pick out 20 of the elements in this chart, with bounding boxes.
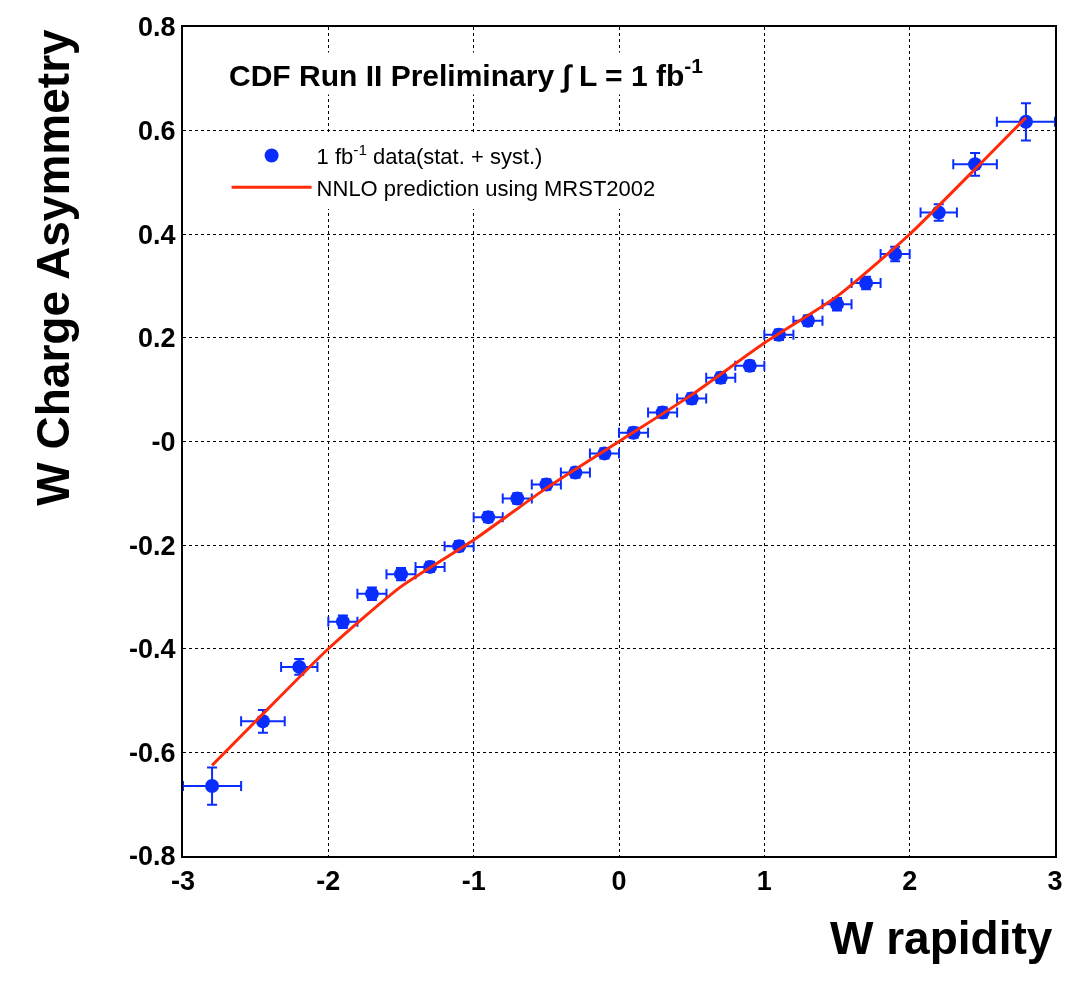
- y-tick-label: 0.8: [138, 12, 176, 43]
- y-axis-title: W Charge Asymmetry: [26, 28, 79, 506]
- legend-label: NNLO prediction using MRST2002: [316, 175, 656, 201]
- x-tick-label: -1: [461, 866, 486, 897]
- x-tick-label: 0: [611, 866, 627, 897]
- x-tick-label: -2: [316, 866, 341, 897]
- point: [205, 779, 220, 794]
- y-tick-label: -0: [151, 426, 176, 457]
- annotation: CDF Run II Preliminary ∫ L = 1 fb$^{-1}$: [229, 54, 704, 93]
- y-tick-label: -0.2: [129, 530, 176, 561]
- y-tick-label: 0.6: [138, 116, 176, 147]
- y-tick-label: 0.4: [138, 219, 176, 250]
- x-tick-label: 1: [756, 866, 772, 897]
- y-tick-label: -0.4: [129, 634, 176, 665]
- x-tick-label: 3: [1047, 866, 1063, 897]
- x-tick-label: 2: [902, 866, 918, 897]
- y-tick-label: -0.6: [129, 737, 176, 768]
- legend-label: 1 fb$^{-1}$ data(stat. + syst.): [316, 140, 543, 170]
- x-axis-title: W rapidity: [830, 912, 1053, 964]
- y-tick-label: 0.2: [138, 323, 176, 354]
